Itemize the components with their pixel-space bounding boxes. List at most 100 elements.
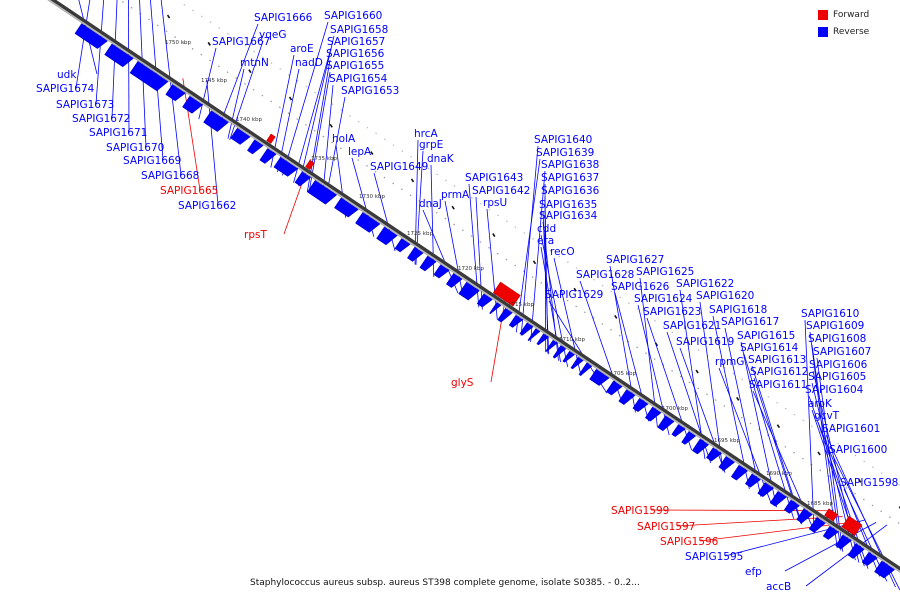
leader-line [530,170,546,343]
reverse-gene [273,156,299,177]
gene-label: holA [332,133,356,145]
reverse-gene [644,406,662,422]
gene-label: SAPIG1609 [806,320,864,332]
forward-gene [824,508,838,522]
gene-label: SAPIG1670 [106,142,164,154]
gene-label: aroK [808,398,833,410]
gene-label: SAPIG1628 [576,269,634,281]
gene-label: SAPIG1598 [840,477,898,489]
gene-label: SAPIG1617 [721,316,779,328]
leader-line [182,78,201,191]
reverse-gene [861,551,878,567]
leader-line [306,59,331,193]
axis-highlight [47,0,900,573]
tick-label: 1695 kbp [714,438,740,444]
leader-line [724,327,762,497]
legend-item-reverse: Reverse [818,26,869,38]
gene-label: SAPIG1620 [696,290,754,302]
gene-labels: udk SAPIG1674 SAPIG1673 SAPIG1672 SAPIG1671 S… [36,10,898,593]
reverse-gene [129,60,169,92]
gene-label: SAPIG1653 [341,85,399,97]
reverse-gene [259,148,277,164]
reverse-gene [796,508,813,524]
reverse-gene [757,482,775,498]
gene-label: rpsT [244,229,267,241]
reverse-gene [657,415,675,432]
gene-label: hrcA [414,128,439,140]
forward-gene [492,281,521,307]
gene-label: SAPIG1655 [326,60,384,72]
leader-line [95,0,105,105]
gene-label: SAPIG1596 [660,536,719,548]
gene-label: SAPIG1673 [56,99,114,111]
tick-label: 1700 kbp [662,406,688,412]
reverse-gene [681,431,697,445]
gene-label: SAPIG1627 [606,254,664,266]
gene-label: SAPIG1668 [141,170,199,182]
gene-label: SAPIG1656 [326,48,385,60]
gene-label: SAPIG1608 [808,333,866,345]
tick-label: 1725 kbp [407,231,433,237]
gene-features [74,23,896,579]
forward-gene [305,159,315,170]
leader-line [676,516,843,527]
gene-label: SAPIG1610 [801,308,859,320]
gene-label: accB [766,581,791,593]
guide-dash [166,14,171,19]
gene-label: SAPIG1643 [465,172,523,184]
reverse-gene [203,110,230,132]
reverse-gene [618,389,636,405]
reverse-gene [246,139,264,155]
reverse-gene [847,543,865,559]
reverse-gene [705,447,723,462]
guide-dash [614,315,618,319]
tick-label: 1715 kbp [508,302,534,308]
forward-gene [841,515,863,536]
leader-line [553,257,582,376]
reverse-gene [306,180,338,205]
gene-label: SAPIG1623 [643,306,701,318]
reverse-gene [769,490,787,507]
guide-dash [858,478,862,483]
gene-label: gcvT [814,410,840,422]
leader-line [520,145,539,336]
leader-line [206,79,219,206]
axis-bar [47,0,900,573]
reverse-gene [419,255,437,272]
gene-label: SAPIG1618 [709,304,767,316]
gene-label: SAPIG1611 [749,379,807,391]
reverse-gene [519,322,534,336]
gene-label: dnaJ [419,198,442,210]
guide-dash [573,287,577,292]
reverse-gene [562,350,576,363]
reverse-gene [230,127,251,145]
reverse-gene [294,171,312,187]
gene-label: SAPIG1636 [541,185,600,197]
leader-line [75,0,91,89]
dotted-guide-1 [176,0,900,487]
reverse-gene [458,281,480,301]
reverse-gene [545,339,558,352]
leader-line [724,519,866,557]
gene-label: SAPIG1599 [611,505,669,517]
gene-label: prmA [441,189,470,201]
gene-label: SAPIG1671 [89,127,147,139]
gene-label: SAPIG1624 [634,293,693,305]
guide-dash [817,451,821,456]
leader-line [198,47,217,120]
reverse-gene [808,517,826,533]
dotted-guides [118,0,900,525]
gene-label: SAPIG1622 [676,278,734,290]
gene-label: SAPIG1654 [329,73,388,85]
tick-label: 1690 kbp [766,471,792,477]
guide-dash [288,96,293,101]
legend: Forward Reverse [810,0,900,46]
leader-line [699,301,724,472]
guide-dash [776,424,781,429]
guide-dash [492,233,496,237]
genome-axis [47,0,900,573]
reverse-gene [376,226,398,246]
gene-label: SAPIG1601 [822,423,880,435]
gene-label: SAPIG1634 [539,210,598,222]
legend-label-forward: Forward [833,10,870,20]
